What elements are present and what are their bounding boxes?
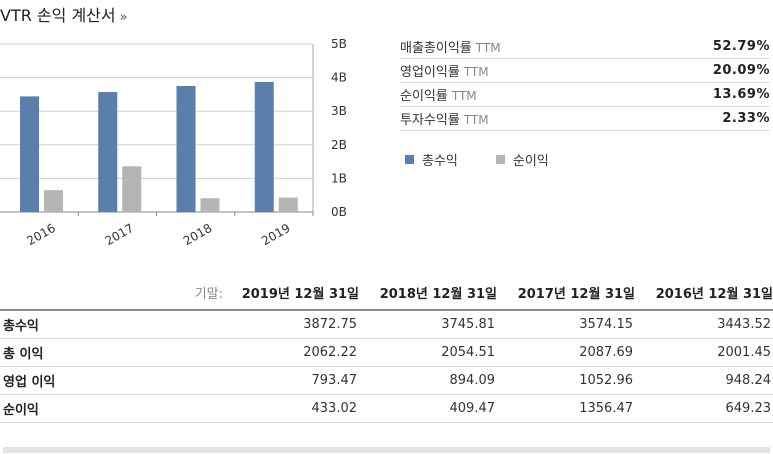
legend-swatch-net-income	[495, 155, 505, 164]
ratio-value: 13.69%	[712, 87, 770, 102]
table-cell: 2087.69	[579, 345, 633, 360]
legend-swatch-revenue	[405, 155, 414, 164]
bottom-divider	[3, 447, 770, 453]
bar-net-income	[278, 197, 298, 212]
legend-label: 순이익	[512, 154, 549, 169]
column-header: 2016년 12월 31일	[655, 286, 773, 302]
y-tick-label: 0B	[331, 205, 347, 219]
table-cell: 3443.52	[717, 317, 771, 332]
bar-net-income	[200, 198, 220, 212]
ratio-ttm: TTM	[451, 89, 477, 103]
ratio-row: 투자수익률 TTM 2.33%	[400, 107, 770, 131]
table-header: 기말: 2019년 12월 31일 2018년 12월 31일 2017년 12…	[0, 282, 773, 302]
ratio-ttm: TTM	[463, 113, 489, 127]
bar-revenue	[176, 86, 196, 212]
header-divider	[0, 309, 773, 311]
ratio-value: 52.79%	[712, 39, 770, 54]
ratio-list: 매출총이익률 TTM 52.79% 영업이익률 TTM 20.09% 순이익률 TTM…	[400, 35, 770, 131]
ratio-row: 매출총이익률 TTM 52.79%	[400, 35, 770, 59]
row-label: 영업 이익	[3, 375, 56, 390]
table-cell: 1052.96	[579, 373, 633, 388]
table-cell: 433.02	[311, 401, 358, 416]
bar-net-income	[44, 190, 63, 212]
table-row: 순이익 433.02 409.47 1356.47 649.23	[0, 395, 773, 423]
table-row: 영업 이익 793.47 894.09 1052.96 948.24	[0, 367, 773, 395]
column-header: 2017년 12월 31일	[517, 286, 635, 302]
table-cell: 2062.22	[303, 345, 357, 360]
ratio-row: 순이익률 TTM 13.69%	[400, 83, 770, 107]
ratio-label: 영업이익률	[400, 65, 460, 80]
table-cell: 793.47	[311, 373, 358, 388]
table-row: 총 이익 2062.22 2054.51 2087.69 2001.45	[0, 339, 773, 367]
table-cell: 3574.15	[579, 317, 633, 332]
table-cell: 2054.51	[441, 345, 495, 360]
bar-revenue	[254, 81, 274, 212]
ratio-label: 순이익률	[400, 89, 448, 104]
bar-revenue	[98, 92, 118, 212]
table-cell: 2001.45	[717, 345, 771, 360]
y-tick-label: 5B	[331, 37, 347, 51]
table-cell: 409.47	[449, 401, 496, 416]
x-tick-label: 2017	[103, 221, 136, 248]
ratio-label: 투자수익률	[400, 113, 460, 128]
legend-item-revenue[interactable]: 총수익	[405, 150, 458, 169]
row-label: 총 이익	[3, 347, 44, 362]
ratio-label: 매출총이익률	[400, 41, 472, 56]
y-tick-label: 4B	[331, 71, 347, 85]
ratio-row: 영업이익률 TTM 20.09%	[400, 59, 770, 83]
legend-label: 총수익	[422, 154, 458, 169]
income-bar-chart: 0B 1B 2B 3B 4B 5B 2016 2017 2018 2019	[0, 37, 347, 248]
column-header: 2018년 12월 31일	[379, 286, 497, 302]
financials-table: 기말: 2019년 12월 31일 2018년 12월 31일 2017년 12…	[0, 282, 773, 423]
chart-legend: 총수익 순이익	[405, 150, 587, 169]
bar-net-income	[122, 166, 142, 212]
period-label: 기말:	[194, 286, 223, 302]
ratio-ttm: TTM	[475, 41, 501, 55]
ratio-value: 2.33%	[722, 111, 770, 126]
legend-item-net-income[interactable]: 순이익	[495, 150, 549, 169]
row-label: 순이익	[3, 403, 39, 418]
more-arrow-icon[interactable]: »	[119, 10, 128, 25]
x-tick-label: 2018	[181, 221, 214, 248]
table-cell: 894.09	[449, 373, 496, 388]
row-label: 총수익	[3, 319, 39, 334]
y-tick-label: 2B	[331, 138, 347, 152]
table-cell: 3745.81	[441, 317, 495, 332]
table-cell: 1356.47	[579, 401, 633, 416]
column-header: 2019년 12월 31일	[241, 286, 359, 302]
table-cell: 3872.75	[303, 317, 357, 332]
table-cell: 948.24	[725, 373, 772, 388]
table-row: 총수익 3872.75 3745.81 3574.15 3443.52	[0, 311, 773, 339]
ratio-ttm: TTM	[463, 65, 489, 79]
x-tick-label: 2016	[24, 221, 57, 248]
table-cell: 649.23	[725, 401, 772, 416]
y-tick-label: 1B	[331, 171, 347, 185]
page-title-text[interactable]: VTR 손익 계산서	[0, 6, 116, 25]
y-tick-label: 3B	[331, 104, 347, 118]
page-title[interactable]: VTR 손익 계산서»	[0, 2, 128, 26]
bar-revenue	[20, 96, 39, 212]
ratio-value: 20.09%	[712, 63, 770, 78]
x-tick-label: 2019	[259, 221, 292, 248]
